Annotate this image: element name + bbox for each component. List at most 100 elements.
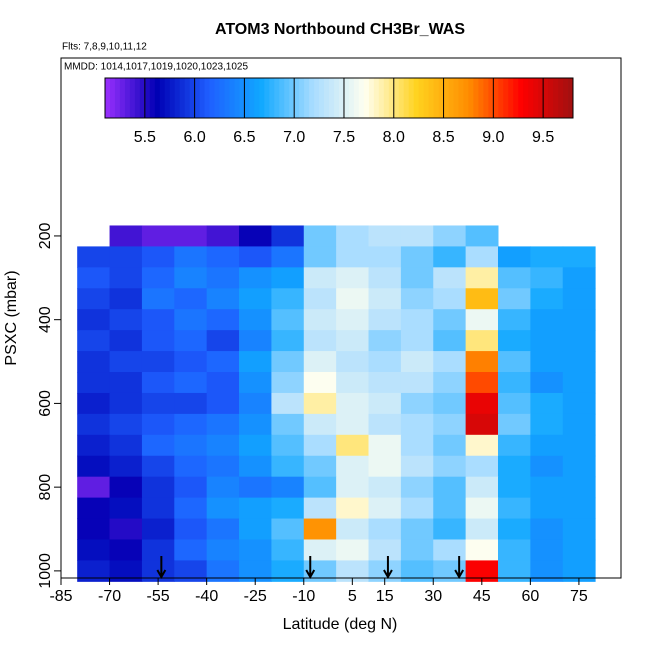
heat-cell [368, 434, 402, 457]
colorbar-segment [473, 78, 479, 118]
heat-cell [206, 225, 240, 247]
heat-cell [465, 455, 499, 478]
heat-cell [368, 309, 402, 331]
heat-cell [141, 476, 175, 499]
colorbar-tick-label: 7.0 [283, 129, 305, 146]
x-tick-label: 15 [376, 588, 394, 605]
heat-cell [141, 455, 175, 478]
heat-cell [303, 455, 337, 478]
colorbar-segment [114, 78, 121, 118]
heat-cell [174, 497, 208, 520]
heat-cell [174, 476, 208, 499]
heat-cell [336, 267, 370, 289]
colorbar-segment [543, 78, 549, 118]
heat-cell [336, 455, 370, 478]
heat-cell [336, 225, 370, 247]
colorbar-segment [264, 78, 270, 118]
colorbar-segment [343, 78, 350, 118]
heat-cell [336, 330, 370, 352]
heat-cell [530, 372, 564, 394]
colorbar-segment [279, 78, 285, 118]
heat-cell [433, 413, 467, 436]
heat-cell [530, 539, 564, 561]
heat-cell [174, 434, 208, 457]
heat-cell [174, 539, 208, 561]
heat-cell [174, 518, 208, 540]
heat-cell [239, 392, 272, 415]
heat-cell [433, 434, 467, 457]
colorbar-segment [508, 78, 514, 118]
heat-cell [497, 309, 531, 331]
heat-cell [206, 392, 240, 415]
x-tick-label: -40 [195, 588, 218, 605]
heat-cell [109, 392, 143, 415]
heat-cell [497, 560, 531, 582]
colorbar-segment [179, 78, 186, 118]
heat-cell [562, 392, 596, 415]
heat-cell [174, 309, 208, 331]
colorbar-segment [353, 78, 360, 118]
heat-cell [206, 330, 240, 352]
heat-cell [336, 518, 370, 540]
heat-cell [497, 351, 531, 373]
colorbar-segment [513, 78, 519, 118]
colorbar-segment [558, 78, 564, 118]
heat-cell [109, 497, 143, 520]
heat-cell [77, 539, 111, 561]
colorbar-segment [239, 78, 245, 118]
heat-cell [141, 246, 175, 268]
heat-cell [271, 288, 305, 310]
colorbar-segment [483, 78, 489, 118]
colorbar-segment [124, 78, 131, 118]
colorbar-segment [219, 78, 225, 118]
heat-cell [400, 351, 434, 373]
heat-cell [109, 434, 143, 457]
heat-cell [530, 434, 564, 457]
heat-cell [271, 330, 305, 352]
heat-cell [109, 476, 143, 499]
colorbar-segment [453, 78, 459, 118]
heat-cell [206, 497, 240, 520]
heat-cell [174, 246, 208, 268]
heat-cell [400, 560, 434, 582]
heat-cell [400, 246, 434, 268]
heat-cell [303, 372, 337, 394]
heat-cell [303, 539, 337, 561]
heat-cell [77, 392, 111, 415]
heat-cell [239, 560, 272, 582]
heat-cell [303, 246, 337, 268]
heat-cell [109, 539, 143, 561]
heat-cell [433, 518, 467, 540]
heat-cell [433, 246, 467, 268]
heat-cell [141, 309, 175, 331]
heat-cell [368, 518, 402, 540]
heat-cell [497, 518, 531, 540]
heat-cell [109, 560, 143, 582]
heat-cell [562, 288, 596, 310]
colorbar-segment [373, 78, 380, 118]
colorbar-segment [388, 78, 395, 118]
heat-cell [336, 351, 370, 373]
colorbar-segment [408, 78, 415, 118]
heat-cell [303, 434, 337, 457]
heat-cell [239, 330, 272, 352]
y-tick-label: 400 [37, 306, 54, 333]
colorbar-segment [234, 78, 240, 118]
x-tick-label: 60 [521, 588, 539, 605]
colorbar-segment [209, 78, 215, 118]
heat-cell [530, 413, 564, 436]
heat-cell [271, 560, 305, 582]
colorbar-segment [244, 78, 250, 118]
heat-cell [109, 267, 143, 289]
annotation: MMDD: 1014,1017,1019,1020,1023,1025 [64, 62, 248, 73]
heat-cell [530, 309, 564, 331]
heat-cell [271, 392, 305, 415]
heat-cell [109, 225, 143, 247]
colorbar-segment [249, 78, 255, 118]
heat-cell [303, 560, 337, 582]
flight-arrow [454, 556, 465, 580]
colorbar-segment [358, 78, 365, 118]
colorbar-segment [269, 78, 275, 118]
flight-arrow [156, 556, 167, 580]
colorbar-segment [284, 78, 290, 118]
